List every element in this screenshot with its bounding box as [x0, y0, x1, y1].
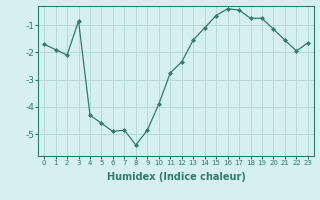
X-axis label: Humidex (Indice chaleur): Humidex (Indice chaleur) [107, 172, 245, 182]
